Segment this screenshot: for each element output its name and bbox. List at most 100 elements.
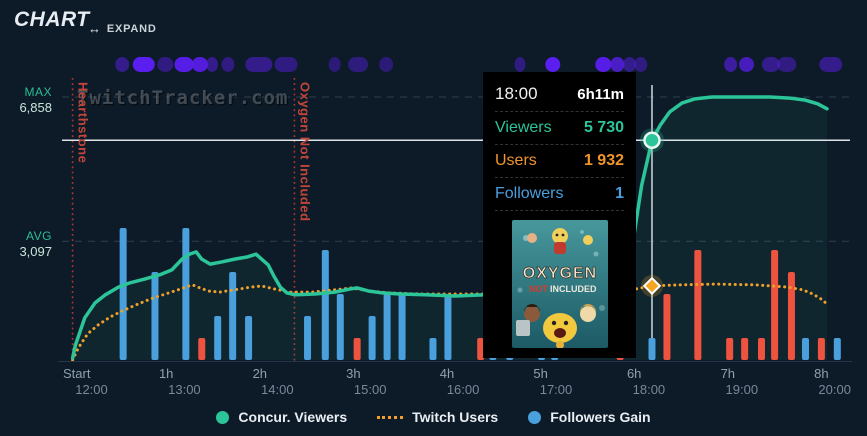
event-marker — [724, 57, 738, 72]
cover-title: OXYGEN — [522, 265, 596, 282]
legend-label: Concur. Viewers — [238, 409, 348, 425]
event-marker — [115, 57, 130, 72]
tooltip-stat-row: Viewers 5 730 — [495, 112, 624, 145]
axis-hour-label: 6h — [626, 366, 642, 381]
axis-time-label: 20:00 — [818, 382, 851, 397]
avg-label: AVG — [26, 229, 52, 243]
event-marker — [761, 57, 780, 72]
followers-loss-bar — [817, 338, 825, 360]
expand-label: EXPAND — [106, 22, 157, 35]
tooltip-stat-rows: Viewers 5 730 Users 1 932 Followers 1 — [483, 112, 636, 211]
event-marker — [514, 57, 526, 72]
event-marker — [634, 57, 648, 72]
event-marker — [610, 57, 625, 72]
followers-gain-bar — [336, 294, 344, 360]
tooltip-time: 18:00 — [495, 84, 538, 103]
event-marker — [274, 57, 298, 72]
event-marker — [739, 57, 755, 72]
axis-time-label: 19:00 — [725, 382, 759, 397]
expand-icon: ↔ — [88, 21, 102, 36]
event-marker — [623, 57, 637, 72]
axis-hour-label: 8h — [814, 366, 829, 381]
legend-item-followers-gain[interactable]: Followers Gain — [528, 409, 651, 425]
cover-subtitle-not: NOT — [529, 284, 549, 294]
event-marker — [221, 57, 235, 72]
chart-legend: Concur. Viewers Twitch Users Followers Gai… — [0, 409, 867, 425]
tooltip-stat-value: 1 — [615, 185, 624, 202]
legend-label: Twitch Users — [412, 409, 499, 425]
legend-dot-icon — [528, 410, 542, 424]
tooltip-stat-value: 5 730 — [583, 119, 624, 136]
y-axis-avg: AVG 3,097 — [2, 229, 52, 259]
followers-gain-bar — [229, 272, 237, 360]
event-marker — [245, 57, 273, 72]
followers-gain-bar — [214, 316, 222, 360]
viewers-line — [70, 95, 829, 360]
axis-time-label: 15:00 — [353, 382, 387, 397]
max-value: 6,858 — [19, 100, 52, 115]
followers-gain-bar — [429, 338, 437, 360]
axis-hour-label: 5h — [533, 366, 548, 381]
followers-gain-bar — [398, 294, 406, 360]
event-marker — [595, 57, 612, 72]
users-line — [71, 282, 831, 362]
followers-loss-bar — [757, 338, 765, 360]
game-cover-art: OXYGEN NOT INCLUDED — [511, 220, 608, 348]
legend-label: Followers Gain — [550, 409, 651, 425]
watermark: TwitchTracker.com — [77, 87, 289, 109]
expand-button[interactable]: ↔ EXPAND — [88, 21, 157, 36]
followers-gain-bar — [304, 316, 312, 360]
event-marker — [132, 57, 155, 72]
followers-gain-bar — [383, 294, 391, 360]
cover-subtitle-included: INCLUDED — [550, 284, 597, 294]
axis-time-label: 18:00 — [632, 382, 666, 397]
followers-gain-bar — [182, 228, 190, 360]
event-marker — [348, 57, 369, 72]
axis-time-label: 12:00 — [75, 382, 108, 397]
axis-hour-label: Start — [63, 366, 91, 381]
followers-loss-bar — [787, 272, 795, 360]
axis-hour-label: 1h — [158, 366, 174, 381]
game-marker-label: Hearthstone — [75, 82, 91, 164]
legend-dot-icon — [216, 410, 230, 424]
viewers-area — [72, 97, 828, 360]
followers-gain-bar — [801, 338, 809, 360]
viewers-marker — [643, 131, 661, 150]
followers-gain-bar — [648, 338, 656, 360]
max-label: MAX — [24, 85, 52, 99]
axis-time-label: 14:00 — [261, 382, 294, 397]
avg-value: 3,097 — [19, 244, 52, 259]
event-marker — [206, 57, 219, 72]
followers-gain-bar — [444, 294, 452, 360]
tooltip-stat-value: 1 932 — [583, 152, 624, 169]
followers-loss-bar — [694, 250, 702, 360]
followers-loss-bar — [741, 338, 749, 360]
followers-gain-bar — [151, 272, 159, 360]
followers-gain-bar — [321, 250, 329, 360]
followers-gain-bar — [833, 338, 841, 360]
axis-time-label: 13:00 — [168, 382, 201, 397]
axis-time-label: 16:00 — [446, 382, 480, 397]
tooltip-stat-row: Users 1 932 — [495, 145, 624, 178]
tooltip-stat-label: Users — [495, 152, 537, 169]
followers-loss-bar — [198, 338, 206, 360]
axis-hour-label: 7h — [720, 366, 736, 381]
tooltip-stat-label: Viewers — [495, 119, 552, 136]
followers-loss-bar — [663, 294, 671, 360]
event-marker — [545, 57, 561, 72]
hover-tooltip: 18:00 6h11m Viewers 5 730 Users 1 932 Follow… — [483, 72, 636, 358]
event-marker — [174, 57, 194, 72]
event-marker — [819, 57, 843, 72]
tooltip-stat-label: Followers — [495, 185, 564, 202]
event-marker — [379, 57, 394, 72]
followers-gain-bar — [245, 316, 253, 360]
legend-item-concur-viewers[interactable]: Concur. Viewers — [216, 409, 347, 425]
axis-hour-label: 4h — [439, 366, 455, 381]
legend-item-twitch-users[interactable]: Twitch Users — [377, 409, 498, 425]
users-marker — [642, 276, 662, 296]
axis-hour-label: 3h — [346, 366, 361, 381]
tooltip-time-row: 18:00 6h11m — [495, 77, 624, 112]
page-title: CHART — [14, 8, 90, 31]
